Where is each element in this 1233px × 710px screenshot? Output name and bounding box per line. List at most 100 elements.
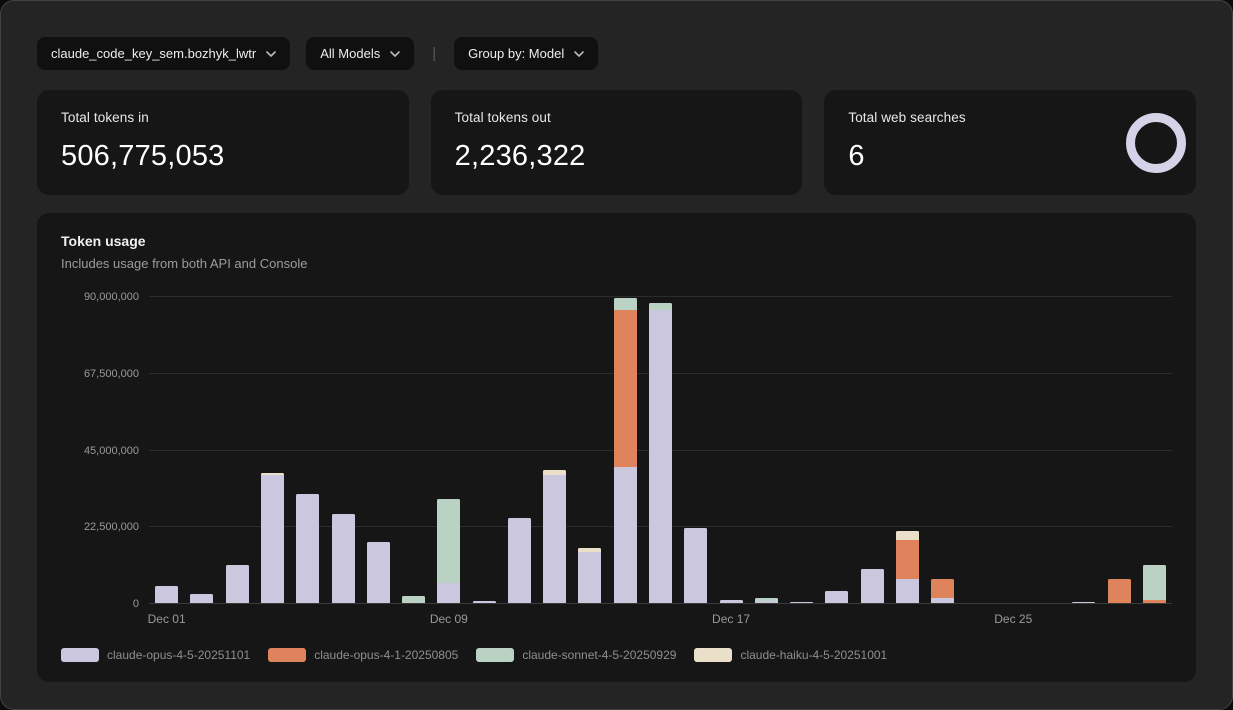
bar-segment-claude-opus-4-5-20251101[interactable] [1072,602,1095,603]
x-tick-label: Dec 01 [148,612,186,626]
bar-dec-01[interactable] [155,296,178,603]
chart: 022,500,00045,000,00067,500,00090,000,00… [61,297,1172,604]
stat-label: Total tokens in [61,110,385,125]
bar-dec-22[interactable] [896,296,919,603]
bar-segment-claude-opus-4-5-20251101[interactable] [155,586,178,603]
bar-dec-20[interactable] [825,296,848,603]
y-tick-label: 22,500,000 [84,521,139,533]
plot-area [149,297,1172,604]
bar-segment-claude-opus-4-5-20251101[interactable] [226,565,249,603]
bar-segment-claude-opus-4-1-20250805[interactable] [896,540,919,579]
stat-card-web-searches: Total web searches 6 [824,90,1196,195]
legend-label: claude-haiku-4-5-20251001 [740,648,887,662]
bar-segment-claude-opus-4-5-20251101[interactable] [473,601,496,603]
bar-segment-claude-opus-4-5-20251101[interactable] [931,598,954,603]
bar-dec-27[interactable] [1072,296,1095,603]
bar-dec-09[interactable] [437,296,460,603]
legend-swatch [694,648,732,662]
bar-segment-claude-opus-4-5-20251101[interactable] [543,475,566,603]
bar-segment-claude-haiku-4-5-20251001[interactable] [896,531,919,540]
models-dropdown-label: All Models [320,46,380,61]
bar-segment-claude-opus-4-5-20251101[interactable] [720,600,743,603]
bar-segment-claude-opus-4-5-20251101[interactable] [332,514,355,603]
y-tick-label: 0 [133,598,139,610]
chevron-down-icon [574,51,584,57]
bar-segment-claude-opus-4-1-20250805[interactable] [1108,579,1131,603]
bar-segment-claude-opus-4-5-20251101[interactable] [437,583,460,603]
bar-segment-claude-opus-4-5-20251101[interactable] [578,552,601,603]
token-usage-card: Token usage Includes usage from both API… [37,213,1196,682]
bar-dec-29[interactable] [1143,296,1166,603]
bar-segment-claude-opus-4-1-20250805[interactable] [931,579,954,598]
stat-card-tokens-out: Total tokens out 2,236,322 [431,90,803,195]
bar-dec-02[interactable] [190,296,213,603]
bar-dec-15[interactable] [649,296,672,603]
bar-segment-claude-opus-4-5-20251101[interactable] [861,569,884,603]
bar-dec-21[interactable] [861,296,884,603]
bar-dec-19[interactable] [790,296,813,603]
api-key-dropdown[interactable]: claude_code_key_sem.bozhyk_lwtr [37,37,290,70]
bar-segment-claude-opus-4-5-20251101[interactable] [367,542,390,603]
filter-bar: claude_code_key_sem.bozhyk_lwtr All Mode… [37,37,1196,70]
bar-dec-14[interactable] [614,296,637,603]
bar-segment-claude-opus-4-5-20251101[interactable] [261,475,284,603]
bar-segment-claude-opus-4-5-20251101[interactable] [296,494,319,603]
bar-dec-18[interactable] [755,296,778,603]
bar-dec-03[interactable] [226,296,249,603]
bar-segment-claude-opus-4-5-20251101[interactable] [755,601,778,603]
bar-dec-28[interactable] [1108,296,1131,603]
chart-subtitle: Includes usage from both API and Console [61,256,1172,271]
bar-segment-claude-sonnet-4-5-20250929[interactable] [649,303,672,310]
legend-item-claude-opus-4-5-20251101[interactable]: claude-opus-4-5-20251101 [61,648,250,662]
bar-segment-claude-opus-4-5-20251101[interactable] [790,602,813,603]
bar-segment-claude-sonnet-4-5-20250929[interactable] [614,298,637,310]
stat-label: Total tokens out [455,110,779,125]
stat-card-tokens-in: Total tokens in 506,775,053 [37,90,409,195]
bar-segment-claude-opus-4-5-20251101[interactable] [649,310,672,603]
group-by-dropdown[interactable]: Group by: Model [454,37,598,70]
models-dropdown[interactable]: All Models [306,37,414,70]
bar-segment-claude-opus-4-5-20251101[interactable] [684,528,707,603]
stat-value: 2,236,322 [455,140,779,173]
bar-dec-13[interactable] [578,296,601,603]
bar-segment-claude-sonnet-4-5-20250929[interactable] [402,596,425,603]
stat-label: Total web searches [848,110,1172,125]
bar-segment-claude-sonnet-4-5-20250929[interactable] [437,499,460,583]
bar-segment-claude-opus-4-5-20251101[interactable] [825,591,848,603]
bar-dec-06[interactable] [332,296,355,603]
x-axis: Dec 01Dec 09Dec 17Dec 25 [149,612,1172,632]
bar-dec-07[interactable] [367,296,390,603]
y-tick-label: 45,000,000 [84,445,139,457]
bar-segment-claude-opus-4-5-20251101[interactable] [508,518,531,603]
api-key-dropdown-label: claude_code_key_sem.bozhyk_lwtr [51,46,256,61]
bar-segment-claude-opus-4-5-20251101[interactable] [614,467,637,603]
bar-segment-claude-opus-4-1-20250805[interactable] [1143,600,1166,603]
legend-item-claude-opus-4-1-20250805[interactable]: claude-opus-4-1-20250805 [268,648,458,662]
chart-title: Token usage [61,233,1172,249]
bar-dec-04[interactable] [261,296,284,603]
legend-swatch [476,648,514,662]
bar-segment-claude-opus-4-5-20251101[interactable] [190,594,213,603]
stat-value: 6 [848,140,1172,173]
legend-item-claude-haiku-4-5-20251001[interactable]: claude-haiku-4-5-20251001 [694,648,887,662]
gridline [149,603,1172,604]
bar-dec-12[interactable] [543,296,566,603]
bar-dec-23[interactable] [931,296,954,603]
bar-dec-10[interactable] [473,296,496,603]
group-by-dropdown-label: Group by: Model [468,46,564,61]
bar-dec-17[interactable] [720,296,743,603]
bar-segment-claude-opus-4-5-20251101[interactable] [896,579,919,603]
chart-legend: claude-opus-4-5-20251101 claude-opus-4-1-… [61,648,1172,662]
bar-segment-claude-sonnet-4-5-20250929[interactable] [1143,565,1166,599]
stat-value: 506,775,053 [61,140,385,173]
bar-dec-05[interactable] [296,296,319,603]
bar-dec-11[interactable] [508,296,531,603]
x-tick-label: Dec 17 [712,612,750,626]
legend-item-claude-sonnet-4-5-20250929[interactable]: claude-sonnet-4-5-20250929 [476,648,676,662]
bar-dec-16[interactable] [684,296,707,603]
web-searches-ring-icon [1126,113,1186,173]
bar-dec-08[interactable] [402,296,425,603]
legend-swatch [61,648,99,662]
x-tick-label: Dec 09 [430,612,468,626]
bar-segment-claude-opus-4-1-20250805[interactable] [614,310,637,467]
